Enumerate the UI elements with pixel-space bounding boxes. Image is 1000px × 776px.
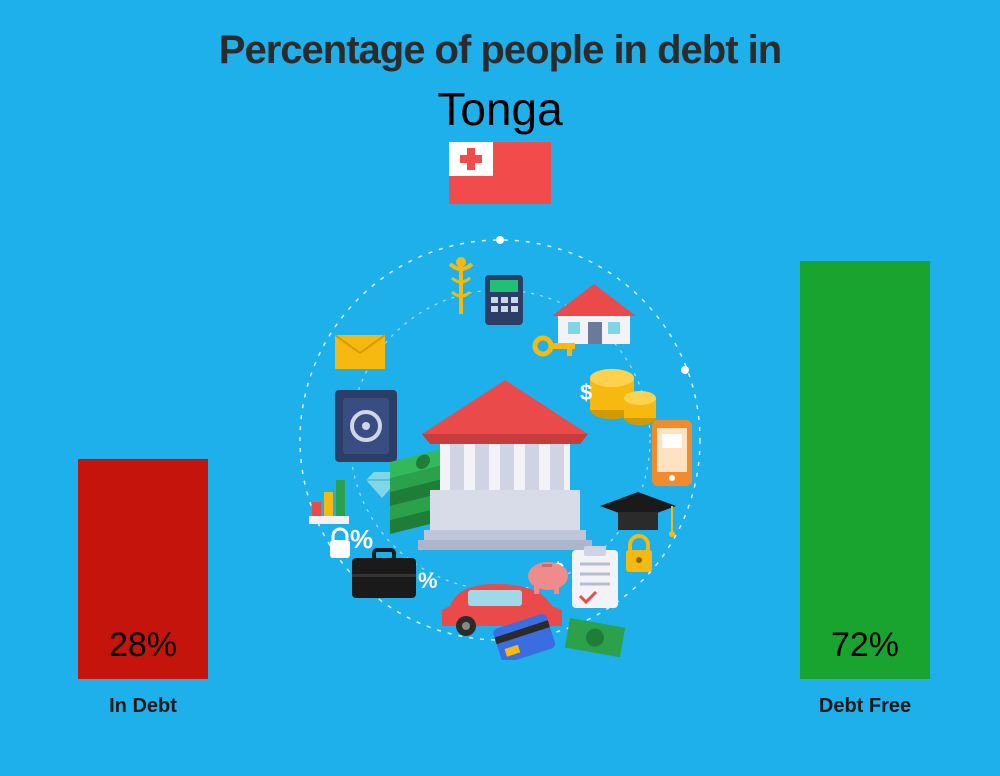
dollar-icon: $ — [580, 380, 592, 405]
calculator-icon — [485, 275, 523, 325]
title-line1: Percentage of people in debt in — [0, 28, 1000, 73]
bar-debt-free-label: Debt Free — [819, 695, 911, 718]
padlock-icon — [626, 536, 652, 572]
title-line2: Tonga — [0, 82, 1000, 136]
bar-debt-free-value: 72% — [831, 626, 899, 665]
bar-in-debt-rect: 28% — [78, 459, 208, 679]
bar-in-debt: 28% In Debt — [78, 459, 208, 718]
mini-bar-chart-icon — [309, 480, 349, 524]
tonga-flag-icon — [449, 142, 551, 204]
bank-building-icon — [418, 380, 592, 550]
house-icon — [552, 284, 636, 344]
bar-debt-free-rect: 72% — [800, 261, 930, 679]
coins-icon — [590, 369, 656, 425]
padlock-white-icon — [330, 529, 350, 558]
percent-icon: % — [418, 568, 438, 593]
graduation-cap-icon — [600, 492, 676, 537]
bar-debt-free: 72% Debt Free — [800, 261, 930, 718]
percent-icon: % — [350, 524, 373, 554]
caduceus-icon — [450, 257, 472, 314]
safe-icon — [335, 390, 397, 462]
briefcase-icon — [352, 550, 416, 598]
banknote-icon — [565, 618, 625, 657]
smartphone-icon — [652, 420, 692, 486]
clipboard-icon — [572, 546, 618, 608]
bar-in-debt-value: 28% — [109, 626, 177, 665]
piggy-bank-icon — [528, 562, 568, 594]
envelope-icon — [335, 335, 385, 369]
bar-in-debt-label: In Debt — [109, 695, 177, 718]
finance-illustration-icon: % % $ $ — [280, 220, 720, 660]
